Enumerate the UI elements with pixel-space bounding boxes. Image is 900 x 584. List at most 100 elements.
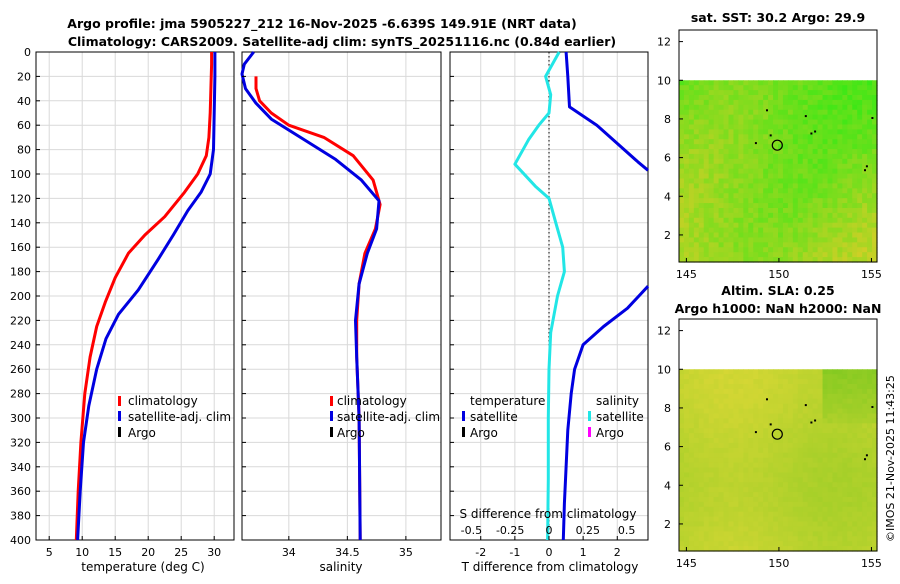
map-cell (693, 388, 700, 395)
map-cell (867, 516, 873, 523)
map-cell (708, 433, 715, 439)
map-cell (733, 433, 739, 439)
sal-legend-satellite-label: satellite-adj. clim (337, 410, 440, 424)
map-cell (743, 428, 749, 434)
map-cell (782, 541, 789, 547)
map-cell (817, 428, 824, 434)
map-cell (832, 423, 838, 429)
map-cell (768, 526, 774, 532)
map-cell (852, 237, 858, 243)
map-cell (728, 217, 735, 224)
map-cell (728, 109, 735, 116)
map-cell (817, 531, 824, 537)
map-cell (728, 482, 735, 488)
y-tick-label-120: 120 (10, 192, 31, 205)
map-cell (778, 472, 784, 478)
map-cell (847, 95, 853, 101)
map-cell (753, 496, 759, 503)
map-cell (797, 374, 804, 380)
map-cell (817, 541, 824, 547)
map-cell (872, 501, 878, 508)
map-cell (787, 99, 794, 106)
map-cell (787, 433, 794, 439)
map-cell (792, 462, 799, 469)
map-cell (847, 477, 853, 483)
map-cell (773, 203, 779, 209)
map-cell (862, 403, 868, 410)
map-cell (763, 193, 769, 199)
map-cell (713, 95, 720, 101)
map-cell (812, 153, 819, 160)
map-cell (683, 501, 690, 508)
map-cell (782, 188, 789, 194)
map-cell (867, 423, 873, 429)
map-cell (733, 384, 739, 390)
map-cell (753, 418, 759, 424)
map-cell (728, 384, 735, 390)
map-cell (842, 119, 848, 126)
map-cell (768, 516, 774, 523)
map-cell (857, 477, 863, 483)
map-cell (723, 95, 730, 101)
map-cell (862, 379, 868, 385)
map-cell (748, 516, 754, 523)
map-cell (773, 433, 779, 439)
map-cell (787, 232, 794, 239)
map-cell (832, 149, 838, 155)
map-cell (782, 506, 789, 513)
map-cell (867, 457, 873, 464)
map-cell (862, 516, 868, 523)
map-cell (827, 188, 834, 194)
map-cell (778, 501, 784, 508)
map-cell (733, 418, 739, 424)
map-cell (743, 178, 749, 185)
map-cell (713, 178, 720, 185)
map-cell (847, 173, 853, 180)
map-cell (857, 393, 863, 400)
map-cell (782, 403, 789, 410)
map-cell (822, 438, 829, 444)
map-cell (807, 212, 814, 219)
map-cell (867, 452, 873, 459)
map-cell (708, 531, 715, 537)
map-cell (792, 452, 799, 459)
map-cell (763, 388, 769, 395)
map-cell (857, 462, 863, 469)
map-cell (812, 442, 819, 449)
map-cell (827, 393, 834, 400)
map-cell (738, 379, 744, 385)
map-cell (768, 217, 774, 224)
map-cell (718, 237, 725, 243)
map-cell (708, 237, 715, 243)
map-cell (688, 183, 695, 189)
map-cell (748, 203, 754, 209)
map-cell (872, 99, 878, 106)
map-cell (822, 158, 829, 165)
map-cell (683, 212, 690, 219)
map-cell (748, 183, 754, 189)
map-cell (738, 457, 744, 464)
map-cell (683, 408, 690, 415)
map-cell (728, 178, 735, 185)
map-cell (748, 193, 754, 199)
map-cell (807, 227, 814, 234)
map-cell (852, 203, 858, 209)
map-cell (842, 207, 848, 214)
map-cell (688, 114, 695, 121)
map-cell (758, 193, 764, 199)
map-cell (738, 374, 744, 380)
map-cell (802, 472, 809, 478)
map-cell (787, 501, 794, 508)
legend-t-argo-label: Argo (470, 426, 498, 440)
map-cell (698, 232, 705, 239)
map-cell (753, 374, 759, 380)
map-cell (822, 496, 829, 503)
map-cell (748, 388, 754, 395)
map-cell (683, 442, 690, 449)
map-cell (758, 467, 764, 474)
map-cell (753, 369, 759, 375)
map-cell (807, 369, 814, 375)
map-cell (837, 193, 843, 199)
map-cell (817, 462, 824, 469)
map-cell (718, 217, 725, 224)
